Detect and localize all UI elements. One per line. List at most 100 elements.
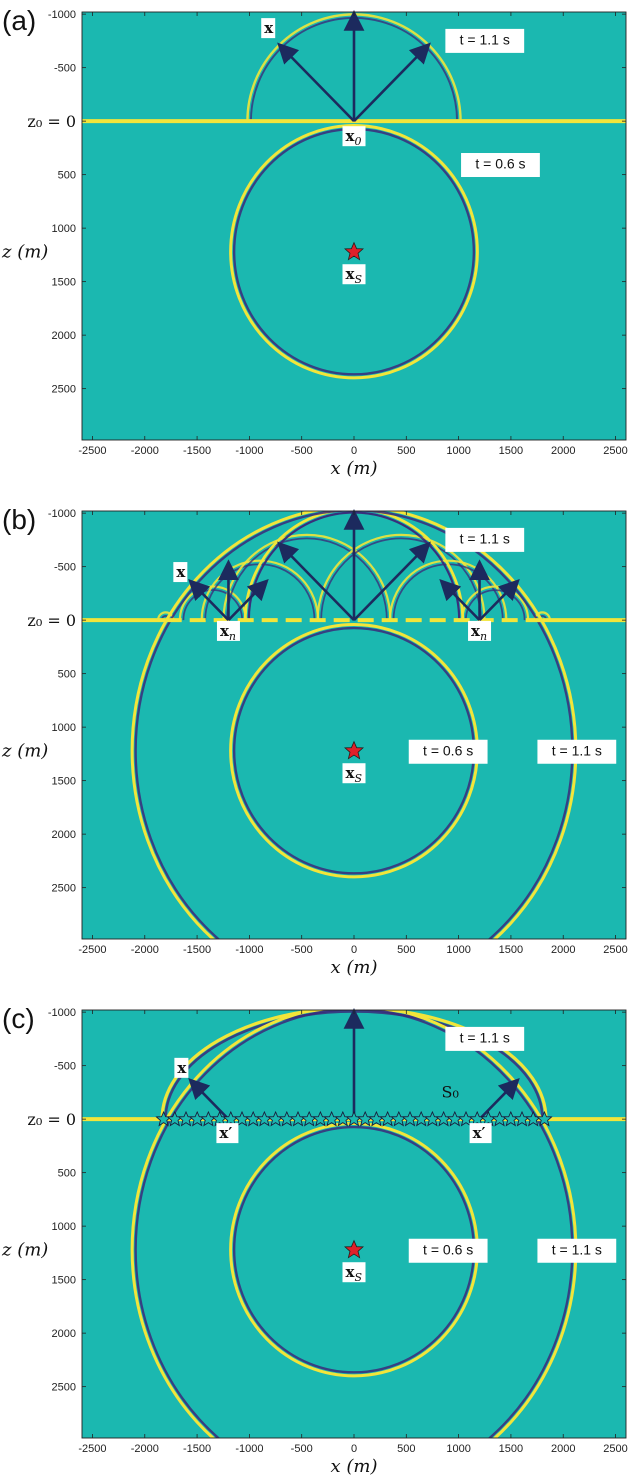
label-xp-left-text: x′ bbox=[219, 1124, 232, 1142]
z-tick-label: 500 bbox=[58, 1168, 76, 1180]
x-axis-title: x (m) bbox=[331, 1456, 378, 1477]
label-xp-right-box bbox=[469, 1123, 492, 1144]
label-xn-right-box bbox=[468, 620, 492, 641]
huygens-wavefront-bright bbox=[316, 533, 486, 621]
time-label-upper-box bbox=[445, 1026, 525, 1051]
label-xS-box bbox=[342, 264, 366, 285]
x-tick-label: 500 bbox=[397, 445, 415, 457]
panel-b: t = 1.1 s x xn xn t = 0.6 s t = 1.1 s xS -2500 -… bbox=[1, 504, 628, 978]
x-tick-label: -500 bbox=[291, 445, 313, 457]
label-x0-box bbox=[342, 126, 366, 147]
plot-frame bbox=[81, 11, 627, 441]
label-xn-right: xn bbox=[468, 620, 492, 643]
label-x-text: x bbox=[176, 563, 186, 581]
label-x-text: x bbox=[177, 1059, 187, 1077]
time-label-upper-text: t = 1.1 s bbox=[460, 1030, 510, 1046]
z-tick-label: 1000 bbox=[52, 223, 76, 235]
z-axis-title: z (m) bbox=[1, 741, 48, 762]
x-tick-label: 1000 bbox=[446, 445, 470, 457]
panel-letter: (a) bbox=[2, 5, 36, 36]
label-xp-right: x′ bbox=[469, 1123, 492, 1144]
huygens-wavefront-bright bbox=[222, 533, 392, 621]
panel-letter: (b) bbox=[2, 504, 36, 535]
z-tick-label: 1500 bbox=[52, 1275, 76, 1287]
upper-wavefront-bright bbox=[243, 511, 465, 621]
x-tick-label: 1500 bbox=[499, 445, 523, 457]
huygens-arrow-right-1 bbox=[478, 578, 520, 622]
label-xn-left-box bbox=[216, 620, 240, 641]
label-xp-left: x′ bbox=[216, 1123, 239, 1144]
label-x: x bbox=[261, 18, 276, 39]
time-label-upper: t = 1.1 s bbox=[445, 527, 525, 552]
x-tick-label: -500 bbox=[291, 1443, 313, 1455]
label-x-box bbox=[174, 1057, 189, 1078]
time-label-mid-box bbox=[408, 739, 488, 764]
arrow-right bbox=[478, 1077, 520, 1121]
x-axis-title: x (m) bbox=[331, 957, 378, 978]
label-x0-text: x0 bbox=[346, 127, 362, 148]
z-tick-label: 1500 bbox=[52, 277, 76, 289]
huygens-wavefront-dark bbox=[320, 537, 482, 621]
z-tick-label: 2000 bbox=[52, 330, 76, 342]
label-xn-left: xn bbox=[216, 620, 240, 643]
label-xp-left-box bbox=[216, 1123, 239, 1144]
huygens-arrow-right-0 bbox=[227, 578, 269, 622]
label-xn-right-text: xn bbox=[471, 622, 487, 643]
z-tick-label: 1000 bbox=[52, 1221, 76, 1233]
x-tick-label: 1500 bbox=[499, 944, 523, 956]
arrow-left bbox=[277, 541, 355, 622]
arrow-right bbox=[353, 541, 431, 622]
z-tick-label: -1000 bbox=[48, 508, 76, 520]
x-tick-label: -2500 bbox=[78, 1443, 106, 1455]
z-tick-label: -500 bbox=[54, 1061, 76, 1073]
z-tick-label: -500 bbox=[54, 562, 76, 574]
label-x: x bbox=[173, 562, 188, 583]
x-tick-label: -1500 bbox=[183, 1443, 211, 1455]
x-tick-label: 2500 bbox=[603, 445, 627, 457]
time-label-mid-text: t = 0.6 s bbox=[423, 1241, 473, 1257]
z-tick-label: 2500 bbox=[52, 384, 76, 396]
z-tick-label: 500 bbox=[58, 170, 76, 182]
time-label-upper-box bbox=[445, 527, 525, 552]
label-x-text: x bbox=[264, 19, 274, 37]
huygens-arrow-left-1 bbox=[439, 578, 481, 622]
time-label-right-box bbox=[537, 1238, 617, 1263]
plot-frame bbox=[81, 1009, 627, 1439]
z0-label: z₀ = 0 bbox=[27, 611, 76, 630]
time-label-upper: t = 1.1 s bbox=[445, 28, 525, 53]
x-tick-label: 1000 bbox=[446, 1443, 470, 1455]
x-tick-label: 0 bbox=[351, 944, 357, 956]
z-axis-title: z (m) bbox=[1, 1240, 48, 1261]
x-tick-label: 0 bbox=[351, 445, 357, 457]
time-label-upper: t = 1.1 s bbox=[445, 1026, 525, 1051]
time-label-lower: t = 0.6 s bbox=[461, 153, 540, 178]
x-tick-label: -1500 bbox=[183, 944, 211, 956]
x-tick-label: 500 bbox=[397, 944, 415, 956]
label-x: x bbox=[174, 1057, 189, 1078]
panel-a: t = 1.1 s x x0 t = 0.6 s xS -2500 -2000 -1500 -1… bbox=[1, 5, 628, 479]
arrow-right bbox=[353, 42, 431, 123]
arrow-left bbox=[277, 42, 355, 123]
z-tick-label: 2500 bbox=[52, 1382, 76, 1394]
x-tick-label: -2000 bbox=[131, 1443, 159, 1455]
label-xS: xS bbox=[342, 1262, 366, 1284]
label-S0: S₀ bbox=[442, 1083, 459, 1102]
label-xS-text: xS bbox=[346, 1263, 363, 1284]
time-label-mid: t = 0.6 s bbox=[408, 739, 488, 764]
label-xS-box bbox=[342, 763, 366, 784]
time-label-right: t = 1.1 s bbox=[537, 739, 617, 764]
x-tick-label: -1000 bbox=[235, 1443, 263, 1455]
arrow-left bbox=[188, 1077, 230, 1121]
z0-label: z₀ = 0 bbox=[27, 1110, 76, 1129]
z-tick-label: 2000 bbox=[52, 829, 76, 841]
time-label-upper-box bbox=[445, 28, 525, 53]
x-tick-label: 2000 bbox=[551, 944, 575, 956]
x-tick-label: -1500 bbox=[183, 445, 211, 457]
x-tick-label: 2500 bbox=[603, 1443, 627, 1455]
lower-wavefront-bright bbox=[229, 124, 479, 380]
time-label-lower-text: t = 0.6 s bbox=[475, 156, 525, 172]
x-tick-label: 500 bbox=[397, 1443, 415, 1455]
label-x-box bbox=[261, 18, 276, 39]
panel-letter: (c) bbox=[2, 1003, 35, 1034]
